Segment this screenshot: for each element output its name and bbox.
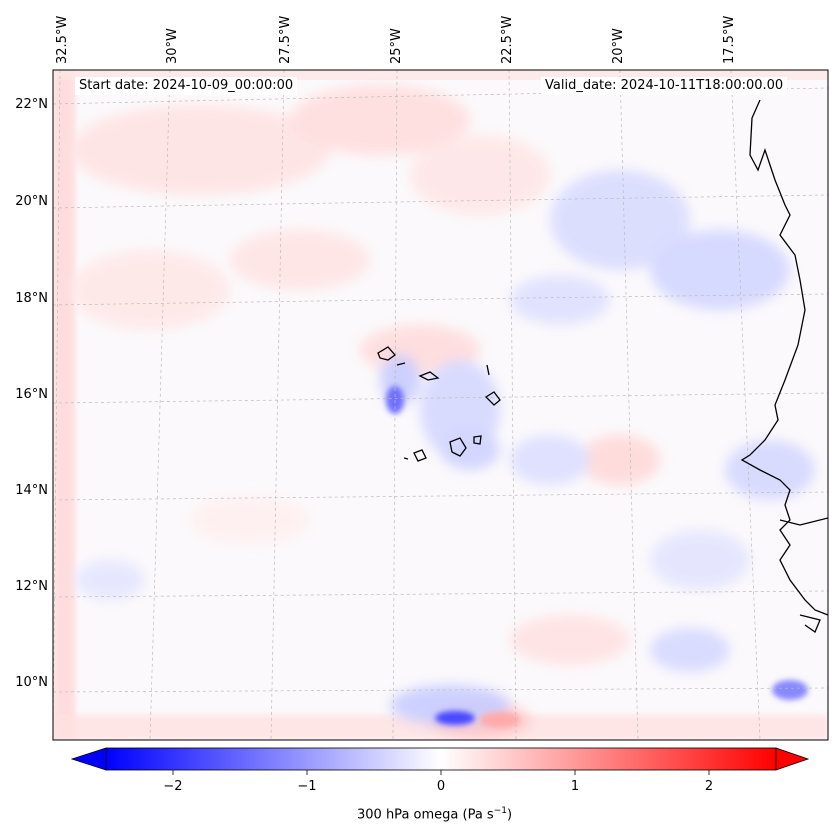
lat-label-16n: 16°N: [15, 387, 48, 402]
start-date-label: Start date: 2024-10-09_00:00:00: [75, 77, 298, 95]
lat-label-20n: 20°N: [15, 194, 48, 209]
lon-label-20w: 20°W: [611, 28, 626, 64]
colorbar-label: 300 hPa omega (Pa s−1): [357, 806, 513, 823]
colorbar-tick-label: 0: [436, 779, 446, 794]
omega-field: [53, 70, 828, 740]
lat-label-10n: 10°N: [15, 675, 48, 690]
islands: [377, 346, 501, 462]
colorbar: [70, 747, 810, 775]
lat-label-14n: 14°N: [15, 483, 48, 498]
lon-label-32-5w: 32.5°W: [55, 15, 70, 64]
lon-label-17-5w: 17.5°W: [722, 15, 737, 64]
lon-label-27-5w: 27.5°W: [278, 15, 293, 64]
colorbar-tick-label: 2: [704, 779, 714, 794]
lon-label-22-5w: 22.5°W: [500, 15, 515, 64]
colorbar-min-extend: [70, 747, 107, 771]
colorbar-max-extend: [775, 747, 810, 771]
lon-label-25w: 25°W: [389, 28, 404, 64]
lat-label-12n: 12°N: [15, 579, 48, 594]
map-frame: [52, 69, 829, 741]
colorbar-tick-label: −2: [163, 779, 183, 794]
lon-label-30w: 30°W: [165, 28, 180, 64]
lat-label-18n: 18°N: [15, 291, 48, 306]
graticule: [53, 70, 828, 740]
colorbar-tick-label: −1: [297, 779, 317, 794]
valid-date-label: Valid_date: 2024-10-11T18:00:00.00: [541, 77, 788, 95]
coastline: [740, 99, 828, 633]
lat-label-22n: 22°N: [15, 97, 48, 112]
colorbar-tick-label: 1: [570, 779, 580, 794]
